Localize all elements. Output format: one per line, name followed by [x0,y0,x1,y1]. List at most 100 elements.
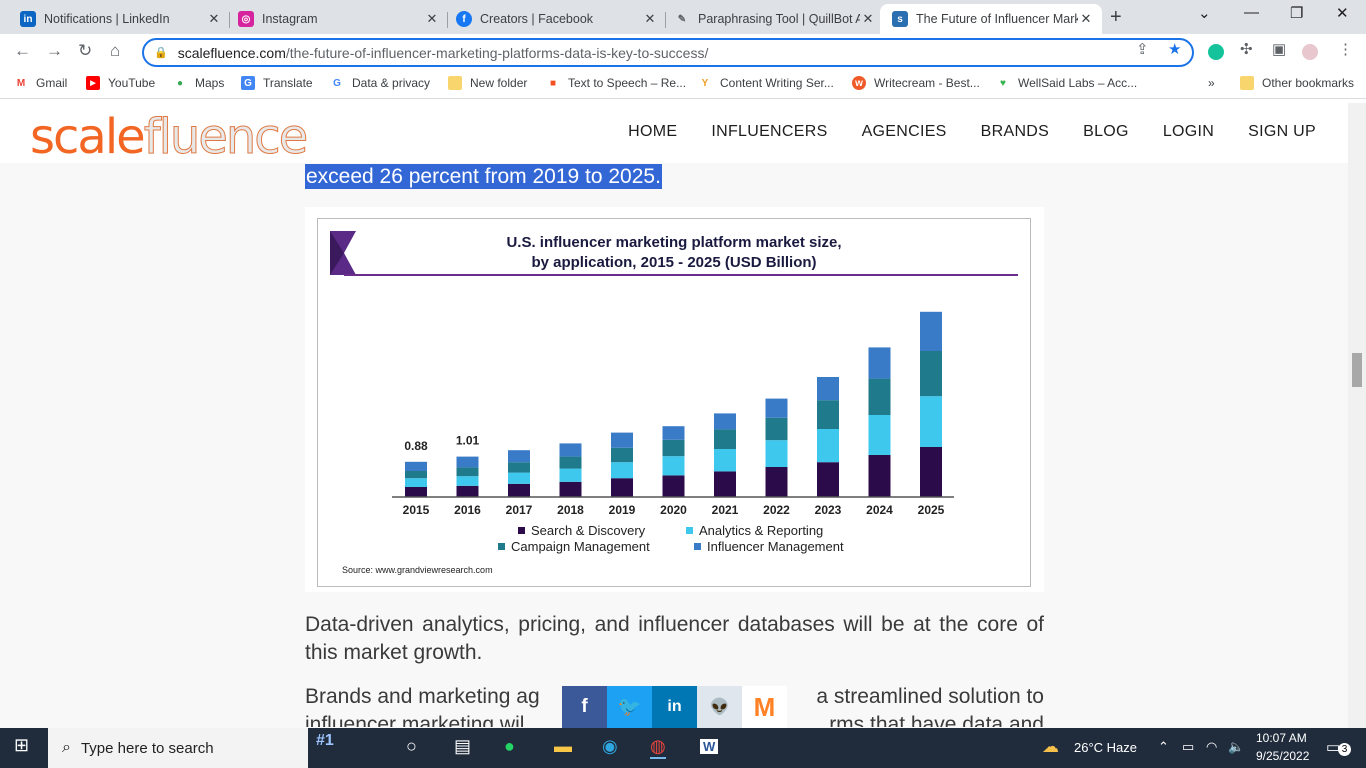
more-bookmarks-button[interactable]: » [1208,76,1215,90]
back-icon[interactable]: ← [14,41,31,60]
bookmark-label: YouTube [108,76,156,90]
nav-signup[interactable]: SIGN UP [1248,123,1316,140]
tab-title: Paraphrasing Tool | QuillBot AI [698,12,860,26]
file-explorer-icon[interactable]: ▬ [554,736,572,756]
site-logo[interactable]: scalefluence [30,109,309,166]
data-label: 1.01 [456,434,480,448]
word-icon[interactable]: W [700,739,719,754]
legend-swatch [518,527,525,534]
close-window-icon[interactable]: ✕ [1336,5,1349,22]
facebook-share-icon[interactable]: f [562,686,607,728]
mix-share-icon[interactable]: M [742,686,787,728]
bookmark-writecream[interactable]: w Writecream - Best... [852,76,980,90]
windows-start-icon[interactable]: ⊞ [14,735,30,755]
nav-home[interactable]: HOME [628,123,678,140]
nav-login[interactable]: LOGIN [1162,123,1215,140]
tab-instagram[interactable]: ◎ Instagram ✕ [226,4,448,34]
chart-logo-shadow [330,231,344,275]
bookmark-star-icon[interactable]: ★ [1168,41,1182,58]
nav-influencers[interactable]: INFLUENCERS [711,123,828,140]
bar-2021-1 [714,449,736,472]
battery-icon[interactable]: ▭ [1182,739,1195,754]
reload-icon[interactable]: ↻ [78,41,93,60]
new-tab-icon[interactable]: + [1110,6,1122,28]
profile-avatar[interactable] [1302,44,1318,60]
bar-2017-3 [508,450,530,463]
tab-quillbot[interactable]: ✎ Paraphrasing Tool | QuillBot AI ✕ [662,4,884,34]
bookmark-translate[interactable]: G Translate [241,76,313,90]
bar-2016-0 [456,485,479,497]
cortana-icon[interactable]: ○ [406,736,417,756]
windows-taskbar: ⊞ ⌕ Type here to search #1 ○ ▤ ● ▬ ◉ ◍ W… [0,728,1366,768]
close-tab-icon[interactable]: ✕ [208,11,220,26]
share-bar: f 🐦 in 👽 M [562,686,787,728]
tab-scalefluence[interactable]: s The Future of Influencer Marketing ✕ [880,4,1102,34]
other-bookmarks[interactable]: Other bookmarks [1240,76,1354,90]
close-tab-icon[interactable]: ✕ [426,11,438,26]
bookmark-youtube[interactable]: ▶ YouTube [86,76,155,90]
notification-icon[interactable]: ▭ [1326,739,1341,756]
bookmark-content-writing[interactable]: Y Content Writing Ser... [698,76,834,90]
bar-2025-2 [920,351,942,397]
close-tab-icon[interactable]: ✕ [644,11,656,26]
notification-count: 3 [1338,743,1351,756]
weather-text[interactable]: 26°C Haze [1074,740,1138,755]
share-page-icon[interactable]: ⇪ [1136,41,1149,58]
clock-date[interactable]: 9/25/2022 [1256,749,1310,763]
bookmark-new-folder[interactable]: New folder [448,76,527,90]
tab-title: The Future of Influencer Marketing [916,12,1078,26]
volume-icon[interactable]: 🔈 [1228,739,1245,754]
bookmark-wellsaid[interactable]: ♥ WellSaid Labs – Acc... [996,76,1137,90]
home-icon[interactable]: ⌂ [110,41,121,60]
content-icon: Y [701,77,709,89]
nav-agencies[interactable]: AGENCIES [861,123,947,140]
whatsapp-icon[interactable]: ● [504,736,515,756]
site-header: scalefluence HOME INFLUENCERS AGENCIES B… [0,103,1348,166]
scrollbar-thumb[interactable] [1352,353,1362,387]
wifi-icon[interactable]: ◠ [1206,739,1218,754]
forward-icon[interactable]: → [46,41,63,60]
close-tab-icon[interactable]: ✕ [1080,11,1092,26]
extensions-icon[interactable]: ✣ [1240,41,1253,58]
bar-2019-3 [611,432,633,448]
bookmark-data-privacy[interactable]: G Data & privacy [330,76,430,90]
data-label: 0.88 [404,439,428,453]
bookmark-label: Content Writing Ser... [720,76,834,90]
para2-line2-end: rms that have data and [829,713,1044,727]
minimize-icon[interactable]: — [1244,4,1259,21]
tray-chevron-icon[interactable]: ⌃ [1158,739,1169,754]
restore-icon[interactable]: ❐ [1290,5,1304,22]
close-tab-icon[interactable]: ✕ [862,11,874,26]
chart-x-ticks: 2015 2016 2017 2018 2019 2020 2021 2022 2023 2024… [403,503,945,517]
tab-linkedin[interactable]: in Notifications | LinkedIn ✕ [8,4,230,34]
clock-time[interactable]: 10:07 AM [1256,731,1307,745]
nav-brands[interactable]: BRANDS [980,123,1050,140]
linkedin-share-icon[interactable]: in [652,686,697,728]
x-tick-label: 2024 [866,503,893,517]
reddit-share-icon[interactable]: 👽 [697,686,742,728]
bookmark-gmail[interactable]: M Gmail [14,76,68,90]
address-bar[interactable]: 🔒 scalefluence.com/the-future-of-influen… [142,38,1194,67]
menu-icon[interactable]: ⋮ [1338,41,1353,58]
grammarly-icon[interactable] [1208,44,1224,60]
tab-facebook[interactable]: f Creators | Facebook ✕ [444,4,666,34]
browser-toolbar: ← → ↻ ⌂ 🔒 scalefluence.com/the-future-of… [0,34,1366,71]
taskbar-search[interactable]: ⌕ Type here to search [48,728,308,768]
task-view-icon[interactable]: ▤ [454,736,472,756]
search-highlight-icon[interactable]: #1 [316,732,334,749]
bookmark-maps[interactable]: ● Maps [173,76,224,90]
bar-2018-3 [559,443,582,457]
twitter-share-icon[interactable]: 🐦 [607,686,652,728]
nav-blog[interactable]: BLOG [1083,123,1129,140]
search-placeholder: Type here to search [80,739,214,757]
edge-icon[interactable]: ◉ [602,736,618,756]
tab-search-icon[interactable]: ⌄ [1198,5,1211,22]
side-panel-icon[interactable]: ▣ [1272,41,1287,58]
wellsaid-icon: ♥ [1000,77,1006,89]
gmail-icon: M [16,77,26,89]
chrome-icon[interactable]: ◍ [650,736,666,759]
bookmark-text-to-speech[interactable]: ■ Text to Speech – Re... [546,76,686,90]
chart-source: Source: www.grandviewresearch.com [342,565,493,575]
page-scrollbar[interactable] [1348,103,1366,728]
